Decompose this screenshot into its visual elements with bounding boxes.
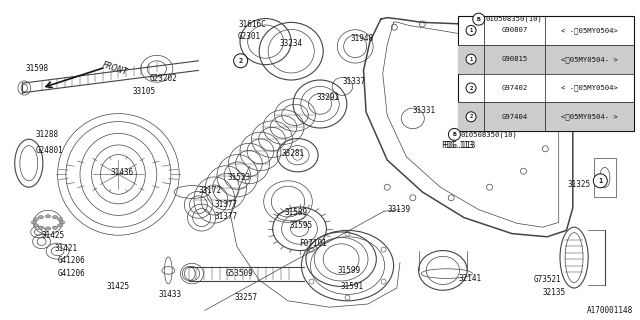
Text: A170001148: A170001148: [588, 306, 634, 315]
Text: B: B: [477, 17, 481, 22]
Text: 2: 2: [469, 85, 473, 91]
Circle shape: [449, 128, 460, 140]
Text: FIG.113: FIG.113: [444, 141, 476, 150]
Circle shape: [466, 112, 476, 122]
Text: B: B: [452, 132, 456, 137]
Text: 33257: 33257: [235, 293, 258, 302]
Text: 31598: 31598: [26, 64, 49, 73]
Text: 31599: 31599: [337, 266, 360, 275]
Text: G97402: G97402: [502, 85, 528, 91]
Text: G53509: G53509: [226, 269, 254, 278]
Text: G41206: G41206: [58, 256, 85, 265]
Text: 31523: 31523: [227, 173, 250, 182]
Text: G41206: G41206: [58, 269, 85, 278]
Text: 33172: 33172: [198, 186, 221, 195]
Bar: [458, 102, 634, 131]
Ellipse shape: [52, 216, 58, 219]
Text: 31377: 31377: [214, 212, 237, 220]
Text: <‧05MY0504- >: <‧05MY0504- >: [561, 56, 618, 62]
Text: 31589: 31589: [285, 208, 308, 217]
Text: 31436: 31436: [110, 168, 133, 177]
Text: 31616C: 31616C: [239, 20, 267, 28]
Text: G2301: G2301: [238, 32, 261, 41]
Text: 31591: 31591: [340, 282, 364, 291]
Ellipse shape: [58, 218, 63, 221]
Circle shape: [473, 13, 484, 25]
Bar: [458, 45, 634, 74]
Text: 31433: 31433: [158, 290, 181, 299]
Ellipse shape: [60, 221, 65, 224]
Text: 2: 2: [469, 114, 473, 119]
Text: 31288: 31288: [35, 130, 58, 139]
Ellipse shape: [45, 215, 51, 218]
Text: < -‧05MY0504>: < -‧05MY0504>: [561, 27, 618, 34]
Text: 31425: 31425: [107, 282, 130, 291]
Ellipse shape: [58, 224, 63, 227]
Text: FIG.113: FIG.113: [442, 141, 474, 150]
Text: G90807: G90807: [502, 28, 528, 33]
Text: 31337: 31337: [342, 77, 365, 86]
Circle shape: [234, 54, 248, 68]
Text: G24801: G24801: [35, 146, 63, 155]
Ellipse shape: [31, 221, 36, 224]
Text: G73521: G73521: [533, 276, 561, 284]
Text: 33105: 33105: [132, 87, 156, 96]
Bar: [458, 16, 634, 131]
Text: 33139: 33139: [387, 205, 410, 214]
Text: G97404: G97404: [502, 114, 528, 120]
Ellipse shape: [33, 224, 38, 227]
Ellipse shape: [45, 227, 51, 230]
Text: 33281: 33281: [282, 149, 305, 158]
Text: G23202: G23202: [149, 74, 177, 83]
Text: 32141: 32141: [459, 274, 482, 283]
Ellipse shape: [38, 226, 44, 229]
Text: 1: 1: [469, 57, 473, 62]
Text: 1: 1: [469, 28, 473, 33]
Text: 31595: 31595: [289, 221, 312, 230]
Text: 1: 1: [598, 178, 602, 184]
Text: F07101: F07101: [300, 239, 327, 248]
Text: <‧05MY0504- >: <‧05MY0504- >: [561, 114, 618, 120]
Circle shape: [593, 174, 607, 188]
Text: 31425: 31425: [42, 231, 65, 240]
Circle shape: [466, 25, 476, 36]
Text: 2: 2: [239, 58, 243, 64]
Text: 33291: 33291: [317, 93, 340, 102]
Circle shape: [466, 83, 476, 93]
Text: 33234: 33234: [280, 39, 303, 48]
Ellipse shape: [38, 216, 44, 219]
Text: 32135: 32135: [542, 288, 565, 297]
Ellipse shape: [52, 226, 58, 229]
Circle shape: [466, 54, 476, 64]
Text: 31421: 31421: [54, 244, 77, 252]
Text: 010508350(10): 010508350(10): [485, 16, 542, 22]
Text: 31331: 31331: [413, 106, 436, 115]
Text: 31325: 31325: [568, 180, 591, 188]
Text: FRONT: FRONT: [101, 60, 129, 77]
Bar: [594, 158, 616, 197]
Ellipse shape: [33, 218, 38, 221]
Text: < -‧05MY0504>: < -‧05MY0504>: [561, 85, 618, 91]
Text: G90815: G90815: [502, 56, 528, 62]
Text: 010508350(10): 010508350(10): [461, 131, 518, 138]
Text: 31377: 31377: [214, 200, 237, 209]
Text: 31948: 31948: [350, 34, 373, 43]
